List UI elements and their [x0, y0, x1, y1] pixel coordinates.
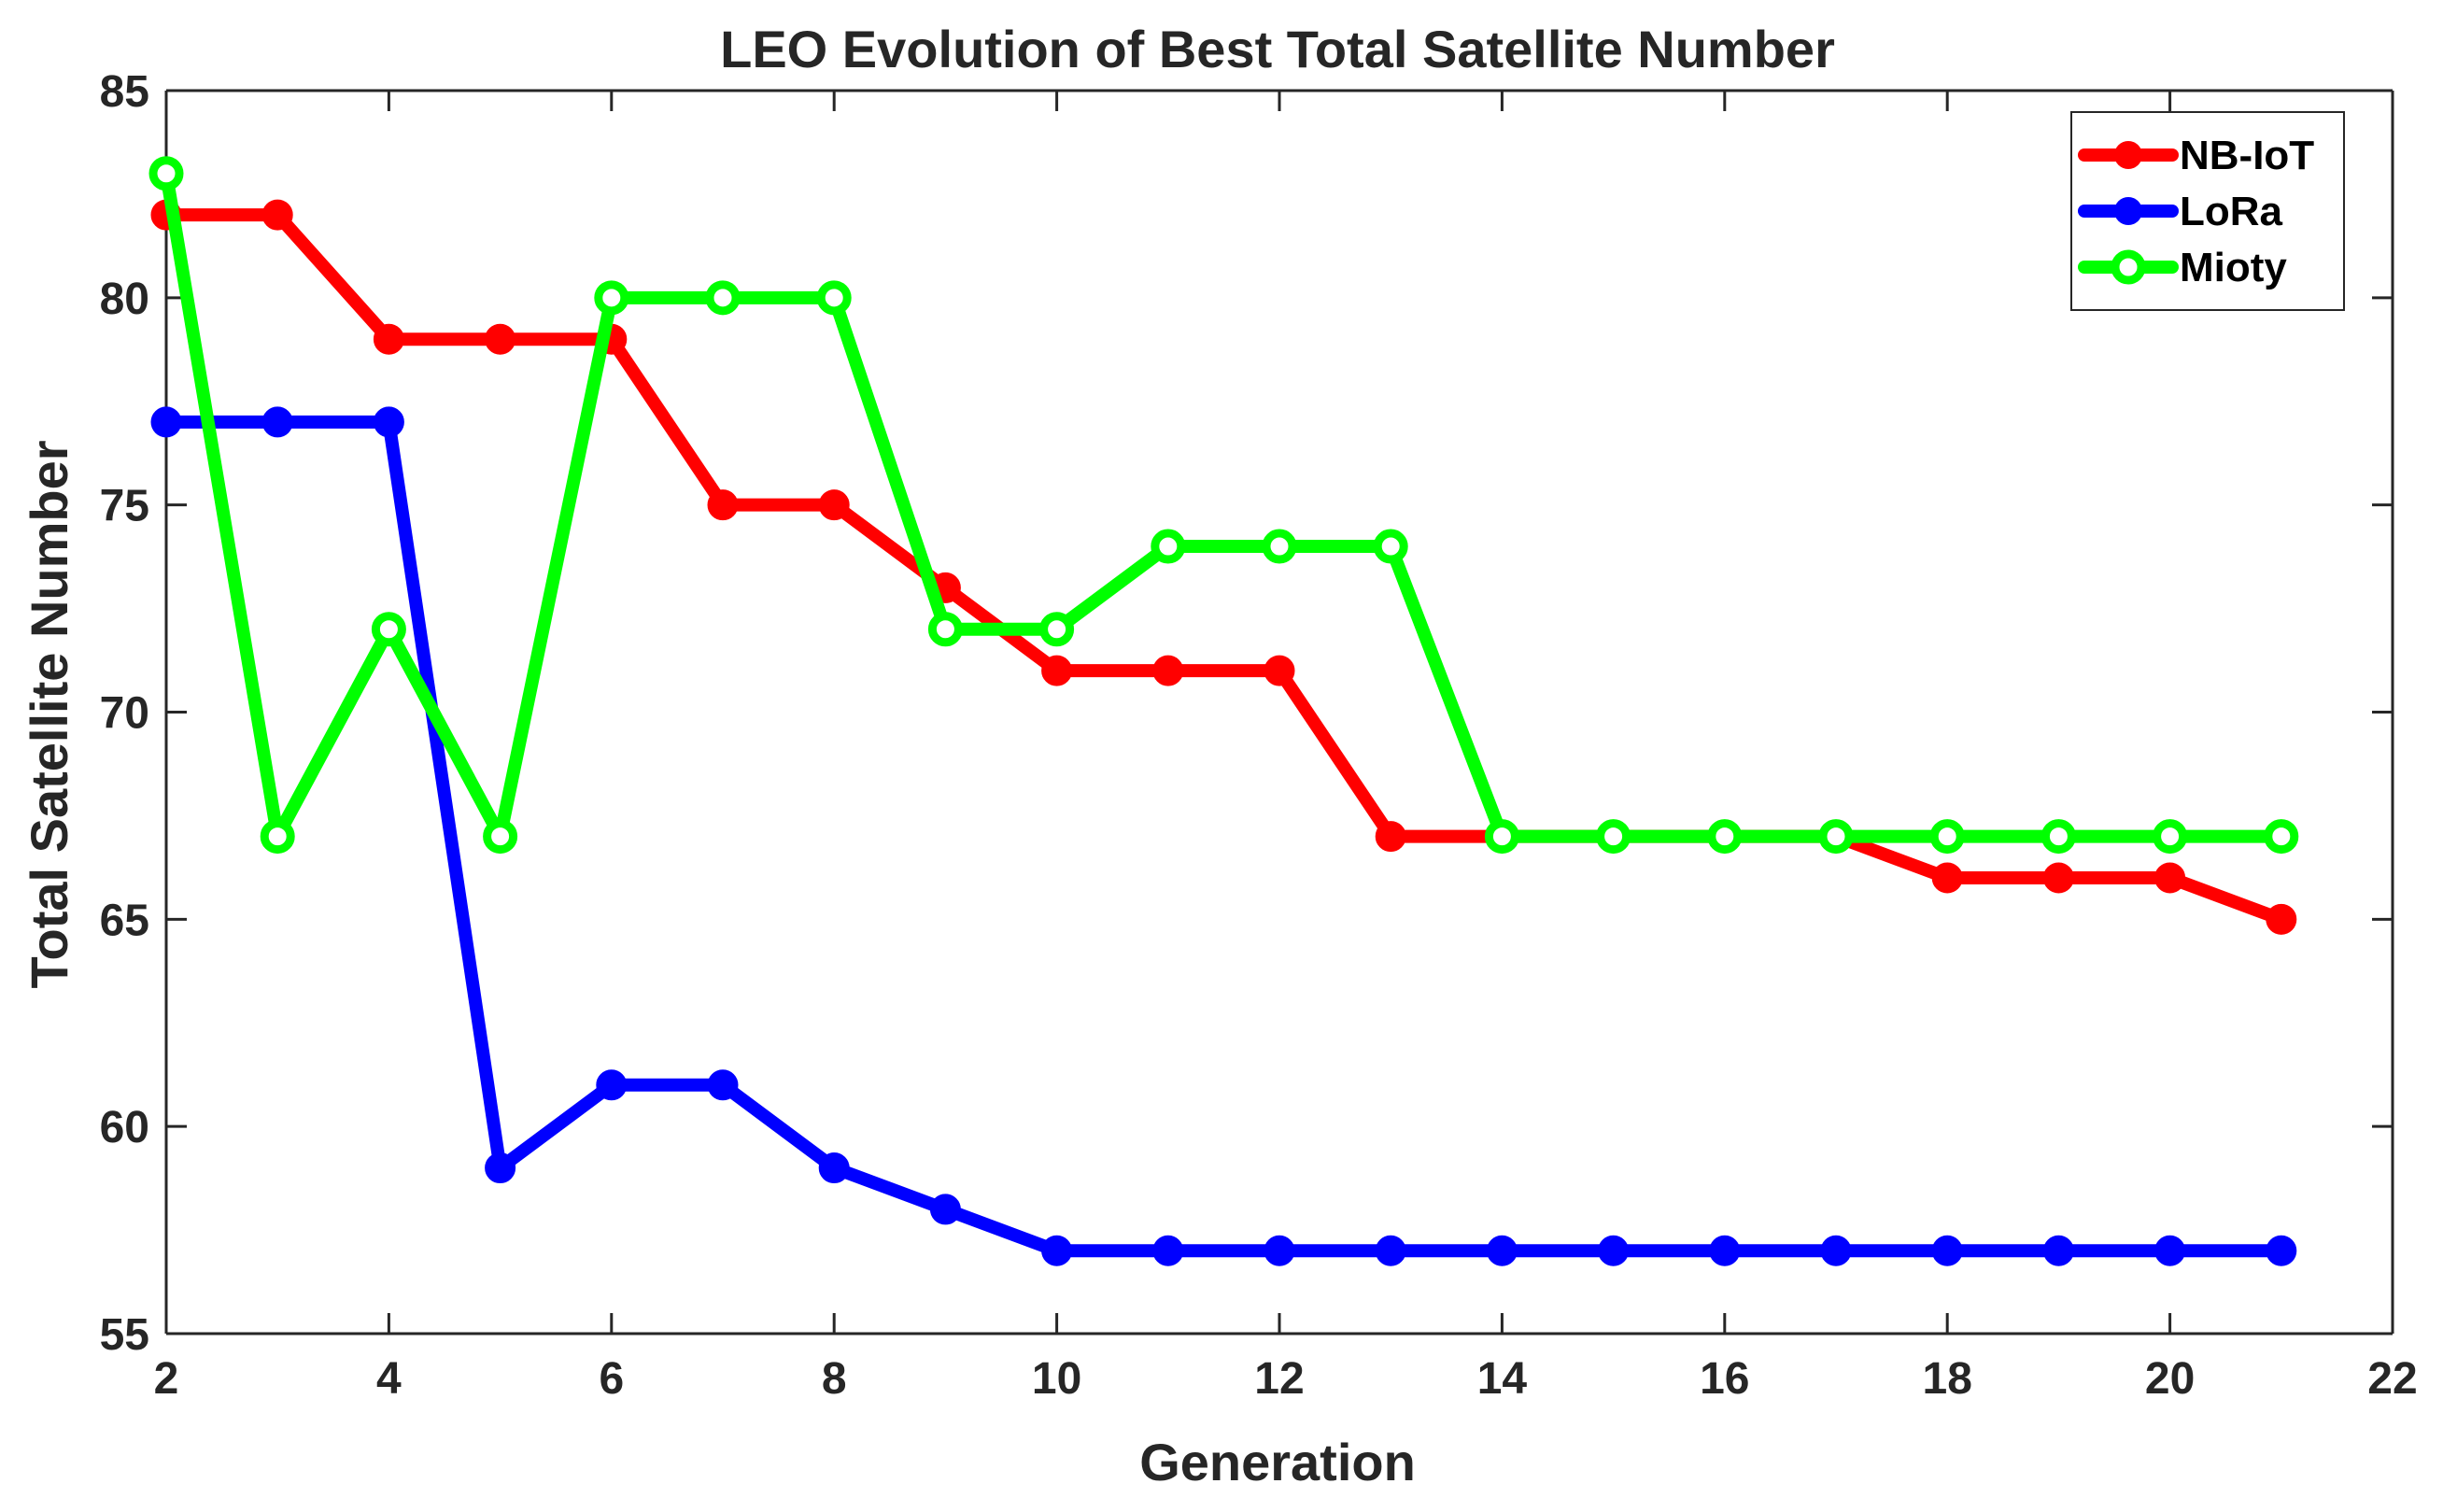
- x-tick-label: 14: [1477, 1354, 1528, 1404]
- data-point-mioty: [2264, 819, 2299, 855]
- x-tick-label: 18: [1923, 1354, 1972, 1404]
- data-point-mioty: [2153, 819, 2188, 855]
- x-tick-label: 12: [1254, 1354, 1304, 1404]
- data-point-lora: [373, 406, 404, 438]
- y-tick-label: 70: [100, 689, 149, 739]
- data-point-lora: [2154, 1235, 2186, 1266]
- data-point-mioty: [2041, 819, 2076, 855]
- data-point-mioty: [1818, 819, 1854, 855]
- legend-label: Mioty: [2180, 245, 2287, 290]
- data-point-lora: [818, 1152, 850, 1184]
- data-point-mioty: [1373, 529, 1408, 564]
- x-ticks: 2 4 6 8 10 12 14 16 18 20 22: [154, 91, 2418, 1404]
- y-tick-label: 60: [100, 1103, 149, 1152]
- y-tick-label: 65: [100, 896, 149, 945]
- data-point-mioty: [594, 280, 629, 316]
- y-tick-label: 75: [100, 482, 149, 531]
- data-point-mioty: [1596, 819, 1631, 855]
- series-line-mioty: [160, 166, 2288, 843]
- data-point-mioty: [1484, 819, 1519, 855]
- legend-item-lora: LoRa: [2078, 189, 2283, 234]
- data-point-nb-iot: [1375, 821, 1406, 853]
- data-point-mioty: [260, 819, 295, 855]
- y-tick-label: 85: [100, 67, 149, 117]
- chart-title: LEO Evolution of Best Total Satellite Nu…: [720, 20, 1835, 78]
- data-point-mioty: [1151, 529, 1186, 564]
- legend-label: LoRa: [2180, 189, 2283, 234]
- series-mioty: [148, 156, 2299, 855]
- data-point-nb-iot: [1152, 655, 1184, 686]
- data-point-mioty: [927, 612, 963, 647]
- data-point-lora: [2042, 1235, 2074, 1266]
- data-point-nb-iot: [373, 323, 404, 355]
- legend-item-nb-iot: NB-IoT: [2078, 133, 2314, 178]
- data-point-mioty: [148, 156, 184, 191]
- data-point-mioty: [1039, 612, 1075, 647]
- data-point-lora: [929, 1194, 961, 1225]
- data-point-lora: [707, 1069, 739, 1101]
- y-tick-label: 80: [100, 275, 149, 324]
- data-point-lora: [1375, 1235, 1406, 1266]
- data-point-lora: [1709, 1235, 1741, 1266]
- data-point-lora: [1041, 1235, 1073, 1266]
- legend-marker: [2114, 141, 2142, 169]
- legend-item-mioty: Mioty: [2078, 245, 2287, 290]
- legend: NB-IoT LoRa Mioty: [2070, 111, 2345, 311]
- data-point-lora: [1264, 1235, 1295, 1266]
- x-tick-label: 6: [599, 1354, 624, 1404]
- data-point-mioty: [1262, 529, 1297, 564]
- data-point-nb-iot: [1264, 655, 1295, 686]
- data-point-lora: [1486, 1235, 1518, 1266]
- data-point-nb-iot: [1931, 862, 1963, 894]
- data-point-lora: [596, 1069, 628, 1101]
- data-point-lora: [2266, 1235, 2297, 1266]
- data-point-lora: [150, 406, 182, 438]
- x-tick-label: 2: [154, 1354, 179, 1404]
- x-tick-label: 20: [2145, 1354, 2195, 1404]
- data-point-lora: [1820, 1235, 1852, 1266]
- x-axis-label: Generation: [1139, 1433, 1416, 1491]
- data-point-mioty: [816, 280, 852, 316]
- series-lora: [150, 406, 2297, 1266]
- data-point-lora: [485, 1152, 516, 1184]
- data-point-nb-iot: [2266, 903, 2297, 935]
- data-point-mioty: [371, 612, 406, 647]
- data-point-nb-iot: [2154, 862, 2186, 894]
- y-tick-label: 55: [100, 1310, 149, 1360]
- series-line-lora: [160, 415, 2288, 1258]
- data-point-lora: [261, 406, 293, 438]
- y-ticks: 55 60 65 70 75 80 85: [100, 67, 2393, 1360]
- data-point-mioty: [705, 280, 741, 316]
- x-tick-label: 10: [1032, 1354, 1081, 1404]
- data-point-lora: [1152, 1235, 1184, 1266]
- series-nb-iot: [150, 199, 2297, 935]
- x-tick-label: 4: [376, 1354, 402, 1404]
- data-point-nb-iot: [818, 489, 850, 521]
- x-tick-label: 16: [1700, 1354, 1749, 1404]
- data-point-nb-iot: [2042, 862, 2074, 894]
- legend-marker: [2111, 249, 2146, 285]
- series: [148, 156, 2299, 1266]
- data-point-mioty: [1707, 819, 1743, 855]
- data-point-nb-iot: [1041, 655, 1073, 686]
- legend-label: NB-IoT: [2180, 133, 2314, 178]
- data-point-lora: [1931, 1235, 1963, 1266]
- data-point-nb-iot: [485, 323, 516, 355]
- data-point-lora: [1598, 1235, 1630, 1266]
- legend-marker: [2114, 197, 2142, 225]
- data-point-mioty: [483, 819, 518, 855]
- series-line-nb-iot: [160, 208, 2288, 926]
- data-point-nb-iot: [261, 199, 293, 231]
- data-point-mioty: [1929, 819, 1965, 855]
- x-tick-label: 22: [2367, 1354, 2417, 1404]
- x-tick-label: 8: [822, 1354, 847, 1404]
- data-point-nb-iot: [707, 489, 739, 521]
- y-axis-label: Total Satellite Number: [20, 440, 78, 988]
